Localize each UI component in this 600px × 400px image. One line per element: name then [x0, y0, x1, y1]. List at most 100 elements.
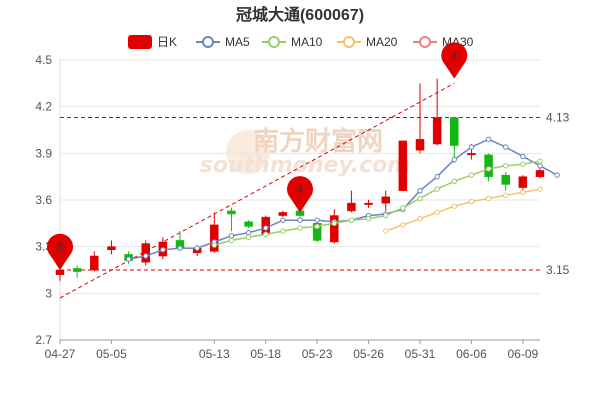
legend-item-ma20[interactable]: MA20	[337, 35, 398, 49]
ma20-line	[385, 188, 541, 232]
candle	[432, 78, 442, 146]
ma5-point	[417, 187, 423, 194]
y-tick-label: 4.5	[35, 53, 52, 67]
ma10-point	[228, 237, 235, 244]
candle-body	[381, 196, 390, 204]
x-tick-label: 04-27	[45, 347, 76, 361]
candle-body	[72, 268, 82, 272]
ma-lines	[125, 136, 560, 262]
ma10-point	[331, 220, 337, 227]
candle-body	[467, 153, 476, 156]
candle	[141, 240, 150, 266]
ma5-point	[297, 217, 303, 223]
candle-body	[415, 139, 425, 151]
x-axis: 04-27 05-05 05-13 05-18 05-23 05-26 05-31 06-06…	[45, 340, 539, 361]
candle	[381, 190, 390, 211]
legend-item-ma30[interactable]: MA30	[413, 35, 474, 49]
candle	[501, 172, 510, 191]
ma20-point	[383, 228, 389, 234]
ma10-point	[451, 178, 457, 185]
ma10-point	[211, 242, 217, 248]
x-tick-label: 05-23	[302, 347, 333, 361]
ma5-point	[537, 163, 543, 169]
legend-item-ma10[interactable]: MA10	[262, 35, 323, 49]
candle-body	[210, 224, 219, 252]
ma5-point	[177, 245, 183, 251]
legend-item-ma5[interactable]: MA5	[196, 35, 250, 49]
candle-body	[347, 202, 356, 212]
candle	[90, 251, 99, 272]
y-tick-label: 2.7	[35, 333, 52, 347]
ma10-line	[214, 160, 541, 246]
ma10-point	[280, 228, 286, 234]
chart-title: 冠城大通(600067)	[236, 5, 364, 24]
y-tick-label: 4.2	[35, 100, 52, 114]
ma5-point	[125, 256, 132, 262]
candle-body	[141, 243, 150, 263]
ma5-point	[280, 217, 286, 223]
candle-body	[107, 246, 116, 251]
candle-body	[227, 210, 236, 215]
candle-body	[432, 117, 442, 145]
ma10-point	[537, 158, 543, 164]
marker-pin: 4	[441, 42, 468, 79]
ma10-point	[297, 225, 303, 231]
candle	[227, 207, 236, 232]
candle-body	[535, 170, 545, 177]
ma5-point	[160, 247, 166, 253]
ma10-point	[365, 215, 372, 222]
marker-label: 4	[451, 49, 458, 63]
candle	[330, 209, 339, 244]
ma5-point	[451, 156, 457, 163]
candle-body	[312, 223, 322, 241]
markers: 3 4 4	[46, 42, 468, 270]
legend-label: 日K	[157, 35, 177, 49]
x-tick-label: 05-31	[405, 347, 436, 361]
candle-body	[278, 212, 288, 216]
legend-item-日k[interactable]: 日K	[128, 35, 177, 49]
ma10-point	[468, 172, 475, 178]
ma10-point	[245, 234, 252, 241]
reference-label: 3.15	[546, 263, 570, 277]
marker-label: 3	[57, 240, 64, 254]
legend-candle-icon	[128, 35, 152, 49]
candle	[415, 83, 425, 154]
candle	[364, 200, 373, 208]
ma20-point	[468, 198, 475, 205]
ma20-point	[434, 209, 440, 216]
legend-label: MA5	[225, 35, 250, 49]
ma20-point	[417, 215, 423, 222]
ma10-point	[383, 212, 389, 219]
ma10-point	[400, 205, 406, 211]
ma5-point	[263, 225, 269, 231]
candle	[518, 175, 528, 191]
legend-label: MA10	[291, 35, 323, 49]
y-tick-label: 3	[45, 286, 52, 300]
marker-pin: 4	[287, 176, 313, 213]
ma5-point	[503, 144, 509, 150]
marker-pin: 3	[46, 233, 73, 270]
ma20-point	[537, 186, 543, 192]
x-tick-label: 05-05	[96, 347, 127, 361]
x-tick-label: 05-18	[250, 347, 281, 361]
ma5-point	[245, 229, 252, 236]
candle	[312, 220, 322, 242]
reference-lines: 4.13 3.15	[60, 111, 570, 277]
legend-circle-icon	[202, 36, 214, 48]
ma10-point	[520, 161, 526, 167]
ma5-point	[314, 217, 320, 223]
ma5-point	[520, 153, 526, 160]
legend[interactable]: 日K MA5 MA10 MA20 MA30	[128, 35, 474, 49]
marker-label: 4	[297, 182, 304, 196]
candle	[347, 190, 356, 213]
legend-label: MA20	[366, 35, 398, 49]
marker-pin-shape	[46, 233, 73, 270]
candle	[398, 140, 408, 191]
x-tick-label: 05-13	[199, 347, 230, 361]
x-tick-label: 06-09	[508, 347, 539, 361]
candle-body	[90, 255, 99, 271]
ma20-point	[503, 192, 509, 199]
ma10-point	[314, 223, 320, 230]
reference-label: 4.13	[546, 111, 570, 125]
